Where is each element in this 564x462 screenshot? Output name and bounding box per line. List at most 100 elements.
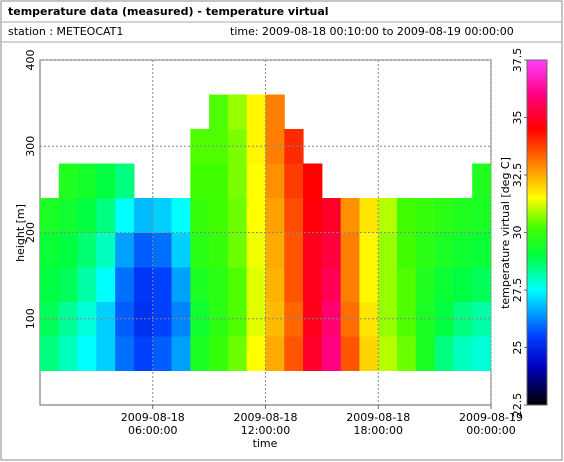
heatmap-cell [133,232,154,268]
heatmap-cell [190,301,210,337]
heatmap-cell [321,267,342,302]
colorbar-label: temperature virtual [deg C] [499,157,512,309]
heatmap-cell [265,129,285,164]
heatmap-cell [133,336,154,371]
heatmap-cell [96,163,116,199]
colorbar-tick-label: 22.5 [511,393,524,418]
heatmap-cell [359,267,379,302]
heatmap-cell [472,267,492,302]
y-axis-label: height [m] [14,204,27,262]
x-tick-label: 2009-08-18 12:00:00 [233,411,298,437]
colorbar-tick-label: 25 [511,341,524,355]
heatmap-cell [77,336,97,371]
heatmap-cell [434,336,454,371]
heatmap-cell [115,267,135,302]
heatmap-cell [359,198,379,233]
heatmap-cell [209,163,229,199]
heatmap-cell [96,198,116,233]
heatmap-cell [434,198,454,233]
heatmap-cell [152,267,173,302]
heatmap-cell [171,267,191,302]
heatmap-cell [209,232,229,268]
heatmap-cell [472,163,492,199]
heatmap-cell [340,267,360,302]
heatmap-cell [227,163,248,199]
heatmap-cell [152,301,173,337]
colorbar-tick-label: 27.5 [511,278,524,303]
heatmap-cell [472,336,492,371]
heatmap-cell [227,198,248,233]
heatmap-cell [340,336,360,371]
heatmap-cell [246,94,266,130]
heatmap-cell [246,232,266,268]
heatmap-cell [378,267,398,302]
heatmap-cell [209,336,229,371]
heatmap-cell [209,267,229,302]
heatmap-cell [190,336,210,371]
heatmap-cell [77,301,97,337]
heatmap-cell [303,232,323,268]
heatmap-cell [472,198,492,233]
heatmap-cell [472,232,492,268]
heatmap-cell [171,232,191,268]
heatmap-cell [453,336,473,371]
heatmap-cell [265,163,285,199]
heatmap-cell [284,163,304,199]
heatmap-cell [378,336,398,371]
heatmap-cell [246,336,266,371]
heatmap-cell [265,336,285,371]
heatmap-cell [453,301,473,337]
heatmap-cell [152,336,173,371]
heatmap-cell [227,94,248,130]
heatmap-cell [340,232,360,268]
heatmap-cell [321,301,342,337]
heatmap-cell [40,232,60,268]
heatmap-cell [246,163,266,199]
heatmap-cell [265,94,285,130]
heatmap-cell [58,267,79,302]
heatmap-cell [434,232,454,268]
heatmap-cell [209,129,229,164]
heatmap-cell [171,336,191,371]
heatmap-cell [265,301,285,337]
heatmap-cell [152,198,173,233]
heatmap-cell [40,198,60,233]
heatmap-cell [209,94,229,130]
x-tick-label: 2009-08-19 00:00:00 [459,411,523,437]
heatmap-cell [321,336,342,371]
heatmap-cell [58,336,79,371]
heatmap-cell [415,336,436,371]
colorbar [526,59,548,406]
heatmap-cell [246,267,266,302]
heatmap-cell [77,267,97,302]
heatmap-cell [303,267,323,302]
heatmap-cell [340,198,360,233]
heatmap-cell [415,267,436,302]
heatmap-cell [453,267,473,302]
heatmap-cell [77,163,97,199]
heatmap-cell [133,301,154,337]
y-tick-label: 100 [24,308,37,329]
heatmap-cell [190,267,210,302]
heatmap-cell [453,232,473,268]
heatmap-cell [340,301,360,337]
heatmap-cell [246,198,266,233]
heatmap-cell [397,336,417,371]
heatmap-cell [303,163,323,199]
heatmap-cell [58,198,79,233]
heatmap-cell [171,198,191,233]
heatmap-cell [265,267,285,302]
heatmap-cell [321,198,342,233]
colorbar-tick-label: 37.5 [511,48,524,73]
colorbar-tick-label: 32.5 [511,163,524,188]
heatmap-cell [190,163,210,199]
heatmap-cell [321,232,342,268]
heatmap-cell [190,232,210,268]
heatmap-cell [190,198,210,233]
heatmap-cell [303,198,323,233]
heatmap-cell [397,232,417,268]
heatmap-cell [378,301,398,337]
heatmap-cell [227,336,248,371]
heatmap-cell [58,232,79,268]
